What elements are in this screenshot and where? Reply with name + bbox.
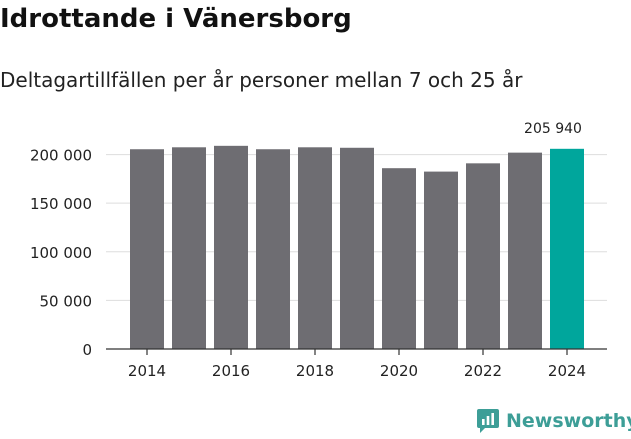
x-tick-label: 2016 [212, 362, 250, 380]
bar-2018 [298, 147, 332, 349]
data-label: 205 940 [524, 121, 582, 137]
x-tick-label: 2020 [380, 362, 418, 380]
newsworthy-logo-icon [477, 409, 499, 433]
newsworthy-logo-text: Newsworthy [506, 410, 631, 432]
x-tick-label: 2022 [464, 362, 502, 380]
bar-2017 [256, 149, 290, 349]
y-tick-label: 50 000 [40, 292, 93, 310]
bar-2020 [382, 168, 416, 349]
bar-2016 [214, 145, 248, 349]
newsworthy-logo: Newsworthy [476, 408, 631, 434]
chart-title: Idrottande i Vänersborg [0, 4, 352, 34]
bar-2024 [550, 148, 584, 349]
chart-subtitle: Deltagartillfällen per år personer mella… [0, 68, 523, 92]
x-tick-label: 2018 [296, 362, 334, 380]
y-tick-label: 200 000 [30, 147, 92, 165]
y-tick-label: 150 000 [30, 195, 92, 213]
x-tick-label: 2014 [128, 362, 166, 380]
bar-2019 [340, 147, 374, 349]
bar-2015 [172, 147, 206, 349]
bar-2014 [130, 149, 164, 349]
y-tick-label: 0 [82, 341, 92, 359]
bar-2023 [508, 152, 542, 349]
bar-2022 [466, 163, 500, 349]
y-tick-label: 100 000 [30, 244, 92, 262]
bar-2021 [424, 171, 458, 349]
x-tick-label: 2024 [548, 362, 586, 380]
